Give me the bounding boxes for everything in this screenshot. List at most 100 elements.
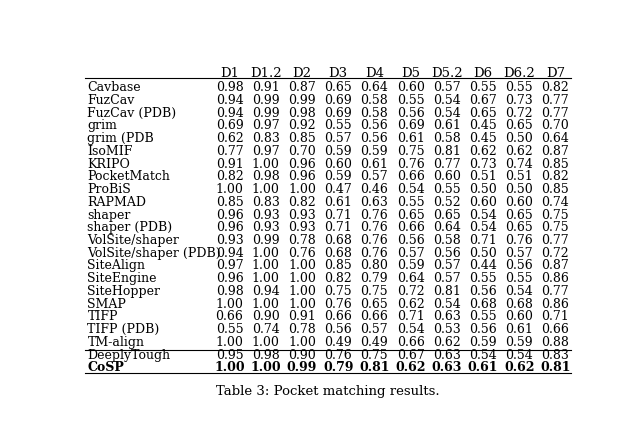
Text: 1.00: 1.00: [216, 336, 243, 349]
Text: 0.92: 0.92: [288, 119, 316, 132]
Text: 0.62: 0.62: [506, 145, 533, 158]
Text: 0.87: 0.87: [541, 259, 570, 273]
Text: RAPMAD: RAPMAD: [88, 196, 147, 209]
Text: 0.85: 0.85: [324, 259, 352, 273]
Text: 0.73: 0.73: [469, 158, 497, 171]
Text: 0.71: 0.71: [324, 221, 352, 234]
Text: 0.65: 0.65: [469, 107, 497, 120]
Text: 0.55: 0.55: [433, 183, 461, 196]
Text: 0.55: 0.55: [506, 272, 533, 285]
Text: 0.56: 0.56: [324, 323, 352, 336]
Text: 0.64: 0.64: [397, 272, 424, 285]
Text: TIFP: TIFP: [88, 310, 118, 324]
Text: 0.50: 0.50: [506, 183, 533, 196]
Text: 0.70: 0.70: [288, 145, 316, 158]
Text: 1.00: 1.00: [252, 259, 280, 273]
Text: 0.83: 0.83: [252, 132, 280, 145]
Text: 1.00: 1.00: [288, 259, 316, 273]
Text: 0.61: 0.61: [505, 323, 533, 336]
Text: 0.99: 0.99: [252, 94, 280, 107]
Text: D6: D6: [474, 67, 493, 80]
Text: 0.66: 0.66: [216, 310, 243, 324]
Text: 0.75: 0.75: [324, 285, 352, 298]
Text: 0.56: 0.56: [397, 234, 424, 247]
Text: 0.77: 0.77: [541, 234, 569, 247]
Text: 0.85: 0.85: [216, 196, 243, 209]
Text: VolSite/shaper (PDB): VolSite/shaper (PDB): [88, 247, 221, 260]
Text: 0.55: 0.55: [397, 196, 424, 209]
Text: 0.97: 0.97: [216, 259, 243, 273]
Text: FuzCav (PDB): FuzCav (PDB): [88, 107, 177, 120]
Text: 0.49: 0.49: [360, 336, 388, 349]
Text: shaper (PDB): shaper (PDB): [88, 221, 173, 234]
Text: 0.59: 0.59: [506, 336, 533, 349]
Text: 0.94: 0.94: [216, 247, 243, 260]
Text: 0.82: 0.82: [216, 170, 243, 183]
Text: 0.75: 0.75: [541, 221, 569, 234]
Text: 0.51: 0.51: [506, 170, 533, 183]
Text: 0.55: 0.55: [469, 310, 497, 324]
Text: 0.76: 0.76: [506, 234, 533, 247]
Text: 0.96: 0.96: [288, 170, 316, 183]
Text: 0.74: 0.74: [252, 323, 280, 336]
Text: 0.94: 0.94: [252, 285, 280, 298]
Text: 0.66: 0.66: [360, 310, 388, 324]
Text: 0.54: 0.54: [469, 221, 497, 234]
Text: 0.85: 0.85: [541, 183, 570, 196]
Text: 0.66: 0.66: [397, 221, 424, 234]
Text: 0.54: 0.54: [469, 349, 497, 362]
Text: 0.55: 0.55: [469, 272, 497, 285]
Text: 0.98: 0.98: [252, 349, 280, 362]
Text: PocketMatch: PocketMatch: [88, 170, 170, 183]
Text: 0.81: 0.81: [359, 361, 390, 374]
Text: 0.64: 0.64: [360, 81, 388, 94]
Text: 0.67: 0.67: [397, 349, 424, 362]
Text: 0.87: 0.87: [288, 81, 316, 94]
Text: 0.59: 0.59: [397, 259, 424, 273]
Text: 0.75: 0.75: [360, 285, 388, 298]
Text: 0.57: 0.57: [506, 247, 533, 260]
Text: 0.44: 0.44: [469, 259, 497, 273]
Text: 0.68: 0.68: [505, 298, 533, 311]
Text: 0.73: 0.73: [506, 94, 533, 107]
Text: ProBiS: ProBiS: [88, 183, 131, 196]
Text: 0.90: 0.90: [252, 310, 280, 324]
Text: 0.64: 0.64: [541, 132, 570, 145]
Text: 1.00: 1.00: [288, 336, 316, 349]
Text: Cavbase: Cavbase: [88, 81, 141, 94]
Text: 0.63: 0.63: [431, 361, 462, 374]
Text: 0.65: 0.65: [360, 298, 388, 311]
Text: shaper: shaper: [88, 209, 131, 222]
Text: 0.82: 0.82: [541, 81, 570, 94]
Text: 0.71: 0.71: [469, 234, 497, 247]
Text: 0.66: 0.66: [397, 170, 424, 183]
Text: 0.57: 0.57: [433, 81, 461, 94]
Text: 0.53: 0.53: [433, 323, 461, 336]
Text: 0.98: 0.98: [288, 107, 316, 120]
Text: 0.76: 0.76: [360, 234, 388, 247]
Text: 0.54: 0.54: [397, 323, 424, 336]
Text: 0.60: 0.60: [505, 196, 533, 209]
Text: 1.00: 1.00: [216, 183, 243, 196]
Text: 0.68: 0.68: [324, 247, 352, 260]
Text: 0.81: 0.81: [433, 285, 461, 298]
Text: 0.93: 0.93: [252, 221, 280, 234]
Text: 0.72: 0.72: [541, 247, 569, 260]
Text: 0.96: 0.96: [288, 158, 316, 171]
Text: 0.86: 0.86: [541, 272, 570, 285]
Text: 0.55: 0.55: [506, 81, 533, 94]
Text: 0.56: 0.56: [397, 107, 424, 120]
Text: 0.50: 0.50: [506, 132, 533, 145]
Text: 0.55: 0.55: [397, 94, 424, 107]
Text: 0.81: 0.81: [540, 361, 571, 374]
Text: VolSite/shaper: VolSite/shaper: [88, 234, 179, 247]
Text: 0.66: 0.66: [324, 310, 352, 324]
Text: 0.85: 0.85: [288, 132, 316, 145]
Text: 0.65: 0.65: [506, 119, 533, 132]
Text: D1.2: D1.2: [250, 67, 282, 80]
Text: 1.00: 1.00: [288, 298, 316, 311]
Text: 0.58: 0.58: [360, 94, 388, 107]
Text: 0.61: 0.61: [324, 196, 352, 209]
Text: 0.76: 0.76: [288, 247, 316, 260]
Text: 0.65: 0.65: [324, 81, 352, 94]
